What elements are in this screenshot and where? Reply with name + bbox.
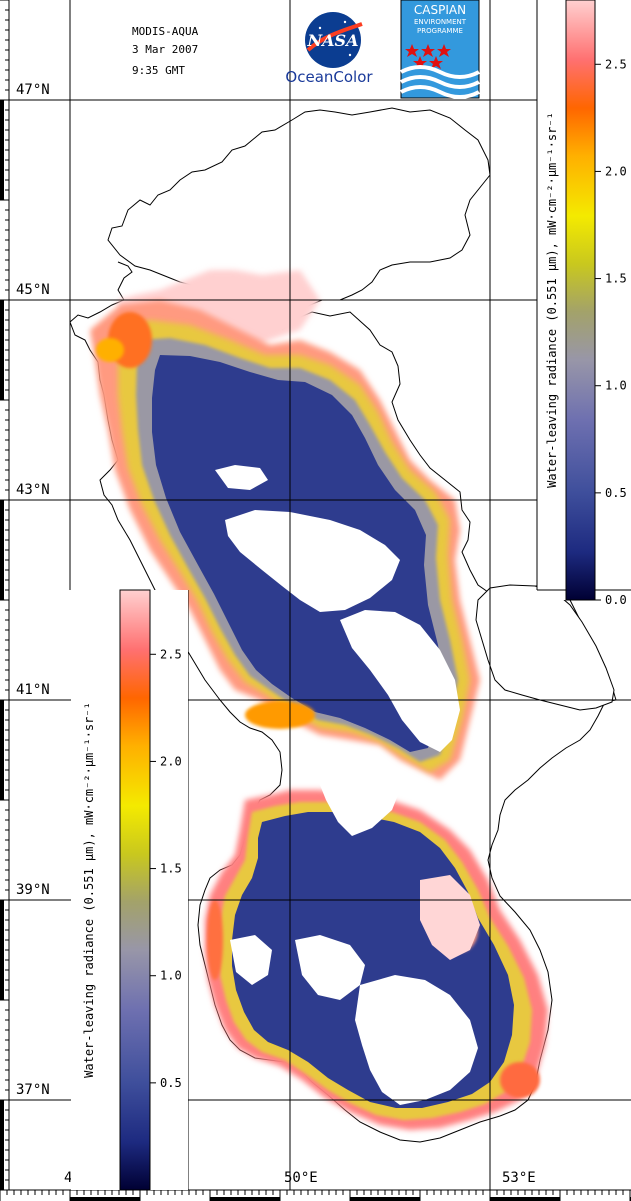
nasa-oceancolor-logo: NASA OceanColor bbox=[285, 12, 373, 86]
lon-label: 50°E bbox=[284, 1170, 318, 1186]
nasa-meatball-icon bbox=[305, 12, 361, 68]
lon-label: 53°E bbox=[502, 1170, 536, 1186]
colorbar-tick-label: 1.0 bbox=[605, 379, 627, 393]
left-tick-strip bbox=[0, 0, 10, 1200]
lat-label: 45°N bbox=[16, 282, 50, 298]
lat-label: 37°N bbox=[16, 1082, 50, 1098]
colorbar-tick-label: 1.0 bbox=[160, 969, 182, 983]
cep-subtitle-2: PROGRAMME bbox=[417, 27, 463, 35]
colorbar-tick-label: 1.5 bbox=[605, 272, 627, 286]
acquisition-header: MODIS-AQUA 3 Mar 2007 9:35 GMT bbox=[132, 25, 199, 77]
lat-label: 47°N bbox=[16, 82, 50, 98]
colorbar-tick-label: 0.5 bbox=[605, 486, 627, 500]
colorbar-tick-label: 1.5 bbox=[160, 862, 182, 876]
cep-title: CASPIAN bbox=[414, 3, 466, 17]
lat-label: 43°N bbox=[16, 482, 50, 498]
colorbar-right: Water-leaving radiance (0.551 μm), mW·cm… bbox=[536, 0, 631, 607]
lat-label: 39°N bbox=[16, 882, 50, 898]
latitude-labels: 47°N 45°N 43°N 41°N 39°N 37°N bbox=[16, 82, 50, 1098]
colorbar-left-title: Water-leaving radiance (0.551 μm), mW·cm… bbox=[82, 702, 96, 1078]
lat-label: 41°N bbox=[16, 682, 50, 698]
cep-subtitle-1: ENVIRONMENT bbox=[414, 18, 467, 26]
colorbar-tick-label: 2.5 bbox=[605, 57, 627, 71]
caspian-environment-programme-logo: CASPIAN ENVIRONMENT PROGRAMME bbox=[400, 0, 480, 99]
longitude-labels: 47°E 50°E 53°E bbox=[64, 1170, 536, 1186]
oceancolor-caption: OceanColor bbox=[285, 68, 373, 86]
nasa-wordmark: NASA bbox=[306, 31, 358, 50]
colorbar-left: Water-leaving radiance (0.551 μm), mW·cm… bbox=[71, 589, 188, 1191]
colorbar-left-ramp bbox=[119, 589, 151, 1191]
colorbar-tick-label: 2.0 bbox=[160, 754, 182, 768]
colorbar-tick-label: 0.5 bbox=[160, 1076, 182, 1090]
acquisition-date: 3 Mar 2007 bbox=[132, 43, 198, 56]
colorbar-right-title: Water-leaving radiance (0.551 μm), mW·cm… bbox=[545, 112, 559, 488]
radiance-field bbox=[90, 270, 548, 1130]
colorbar-tick-label: 2.0 bbox=[605, 164, 627, 178]
sensor-name: MODIS-AQUA bbox=[132, 25, 199, 38]
colorbar-right-ramp bbox=[565, 0, 596, 601]
colorbar-tick-label: 2.5 bbox=[160, 647, 182, 661]
colorbar-tick-label: 0.0 bbox=[605, 593, 627, 607]
acquisition-time: 9:35 GMT bbox=[132, 64, 185, 77]
bottom-tick-strip bbox=[0, 1189, 631, 1201]
